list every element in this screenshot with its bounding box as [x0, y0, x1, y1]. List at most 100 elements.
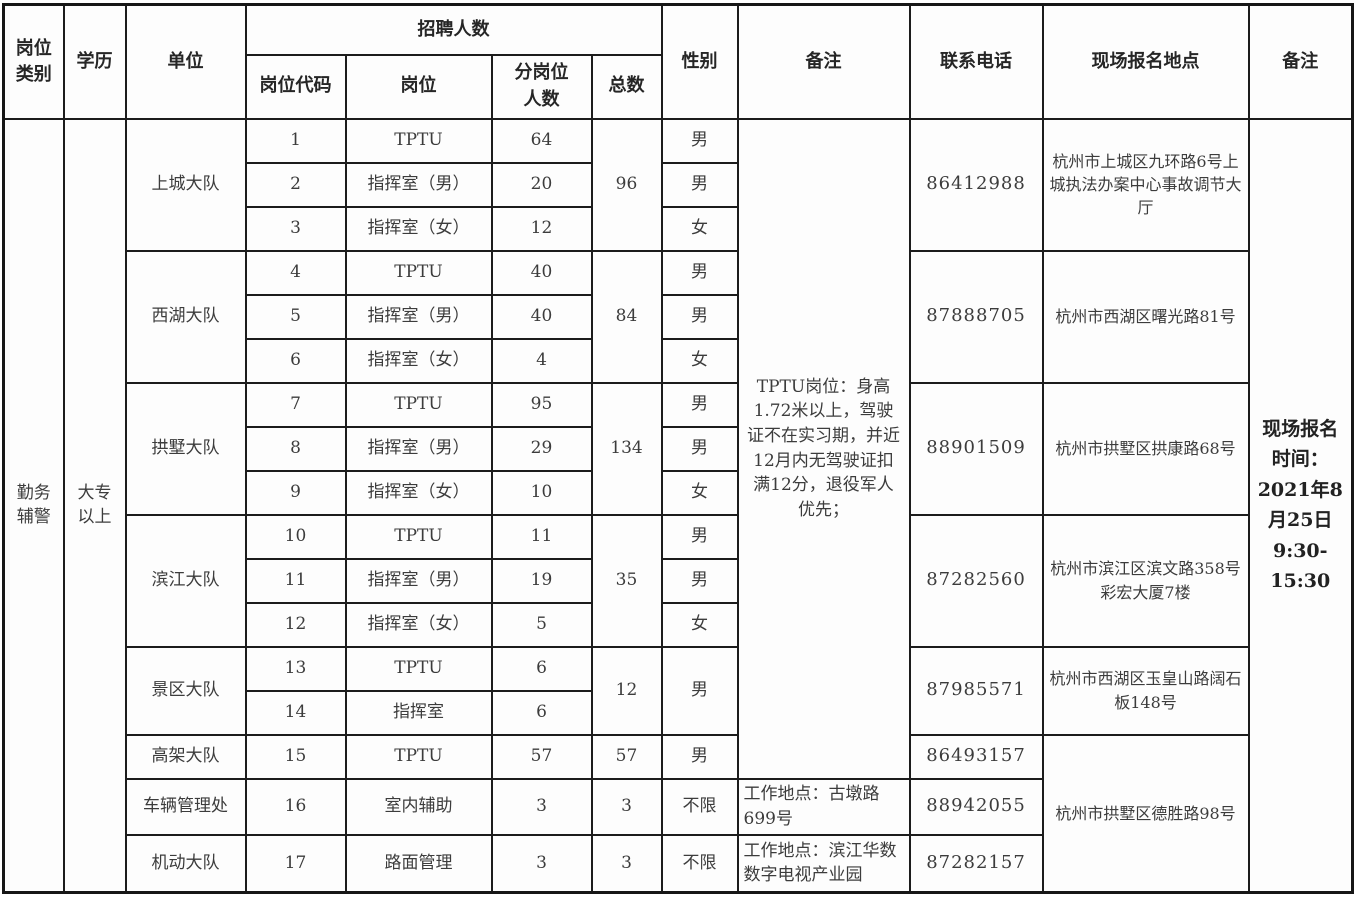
post-cell: 指挥室（男）	[344, 425, 493, 472]
post-code-cell: 1	[244, 117, 347, 164]
col-remark: 备注	[736, 3, 911, 120]
col-education: 学历	[62, 3, 127, 120]
gender-cell: 男	[660, 513, 739, 560]
post-code-cell: 4	[244, 249, 347, 296]
count-cell: 40	[490, 293, 593, 340]
address-cell: 杭州市西湖区玉皇山路阔石板148号	[1041, 645, 1250, 736]
category-cell: 勤务辅警	[2, 117, 65, 894]
table-row: 拱墅大队 7 TPTU 95 134 男 88901509 杭州市拱墅区拱康路6…	[4, 381, 1353, 516]
count-cell: 40	[490, 249, 593, 296]
unit-cell: 景区大队	[124, 645, 247, 736]
col-post-code: 岗位代码	[244, 53, 347, 120]
count-cell: 6	[490, 645, 593, 692]
col-signup-location: 现场报名地点	[1041, 3, 1250, 120]
gender-cell: 女	[660, 205, 739, 252]
post-cell: 路面管理	[344, 833, 493, 894]
total-cell: 12	[590, 645, 663, 736]
count-cell: 5	[490, 601, 593, 648]
post-cell: 室内辅助	[344, 777, 493, 836]
remark-cell: 工作地点：滨江华数数字电视产业园	[736, 833, 911, 894]
gender-cell: 男	[660, 293, 739, 340]
count-cell: 57	[490, 733, 593, 780]
gender-cell: 男	[660, 425, 739, 472]
table-row: 12 指挥室（女） 5 女	[4, 601, 1353, 648]
post-cell: 指挥室（女）	[344, 337, 493, 384]
count-cell: 6	[490, 689, 593, 736]
col-category-label: 岗位类别	[15, 37, 52, 85]
gender-cell: 不限	[660, 833, 739, 894]
post-code-cell: 13	[244, 645, 347, 692]
post-code-cell: 10	[244, 513, 347, 560]
phone-cell: 87282157	[908, 833, 1044, 894]
table-row: 景区大队 13 TPTU 6 12 男 87985571 杭州市西湖区玉皇山路阔…	[4, 645, 1353, 736]
post-cell: 指挥室（女）	[344, 205, 493, 252]
table-row: 西湖大队 4 TPTU 40 84 男 87888705 杭州市西湖区曙光路81…	[4, 249, 1353, 384]
count-cell: 95	[490, 381, 593, 428]
total-cell: 134	[590, 381, 663, 516]
col-remark2: 备注	[1247, 3, 1354, 120]
phone-cell: 87888705	[908, 249, 1044, 384]
count-cell: 11	[490, 513, 593, 560]
post-cell: 指挥室	[344, 689, 493, 736]
total-cell: 96	[590, 117, 663, 252]
post-code-cell: 3	[244, 205, 347, 252]
count-cell: 3	[490, 833, 593, 894]
table-row: 机动大队 17 路面管理 3 3 不限 工作地点：滨江华数数字电视产业园 872…	[4, 833, 1353, 894]
tptu-remark-cell: TPTU岗位：身高1.72米以上，驾驶证不在实习期，并近12月内无驾驶证扣满12…	[736, 117, 911, 780]
post-code-cell: 7	[244, 381, 347, 428]
post-cell: TPTU	[344, 645, 493, 692]
phone-cell: 87985571	[908, 645, 1044, 736]
post-cell: 指挥室（男）	[344, 161, 493, 208]
table-row: 11 指挥室（男） 19 男	[4, 557, 1353, 604]
post-code-cell: 12	[244, 601, 347, 648]
gender-cell: 男	[660, 161, 739, 208]
total-cell: 3	[590, 777, 663, 836]
phone-cell: 86493157	[908, 733, 1044, 780]
phone-cell: 88901509	[908, 381, 1044, 516]
post-cell: TPTU	[344, 381, 493, 428]
total-cell: 3	[590, 833, 663, 894]
address-cell: 杭州市拱墅区德胜路98号	[1041, 733, 1250, 894]
phone-cell: 88942055	[908, 777, 1044, 836]
gender-cell: 女	[660, 337, 739, 384]
post-cell: TPTU	[344, 249, 493, 296]
gender-cell: 不限	[660, 777, 739, 836]
post-cell: 指挥室（女）	[344, 469, 493, 516]
col-category: 岗位类别	[2, 3, 65, 120]
unit-cell: 高架大队	[124, 733, 247, 780]
unit-cell: 西湖大队	[124, 249, 247, 384]
table-row: 5 指挥室（男） 40 男	[4, 293, 1353, 340]
count-cell: 20	[490, 161, 593, 208]
table-row: 3 指挥室（女） 12 女	[4, 205, 1353, 252]
post-code-cell: 16	[244, 777, 347, 836]
gender-cell: 男	[660, 645, 739, 736]
gender-cell: 女	[660, 469, 739, 516]
table-row: 6 指挥室（女） 4 女	[4, 337, 1353, 384]
post-code-cell: 8	[244, 425, 347, 472]
education-cell: 大专以上	[62, 117, 127, 894]
gender-cell: 女	[660, 601, 739, 648]
gender-cell: 男	[660, 117, 739, 164]
table-row: 滨江大队 10 TPTU 11 35 男 87282560 杭州市滨江区滨文路3…	[4, 513, 1353, 648]
post-cell: TPTU	[344, 733, 493, 780]
count-cell: 12	[490, 205, 593, 252]
unit-cell: 车辆管理处	[124, 777, 247, 836]
post-cell: 指挥室（男）	[344, 293, 493, 340]
count-cell: 3	[490, 777, 593, 836]
total-cell: 84	[590, 249, 663, 384]
count-cell: 64	[490, 117, 593, 164]
post-code-cell: 15	[244, 733, 347, 780]
recruitment-table: 岗位类别 学历 单位 招聘人数 性别 备注 联系电话 现场报名地点 备注 岗位代…	[2, 3, 1354, 894]
post-code-cell: 17	[244, 833, 347, 894]
post-code-cell: 11	[244, 557, 347, 604]
total-cell: 35	[590, 513, 663, 648]
post-code-cell: 5	[244, 293, 347, 340]
col-per-post-count: 分岗位人数	[490, 53, 593, 120]
col-recruit-count-group: 招聘人数	[244, 3, 663, 56]
count-cell: 29	[490, 425, 593, 472]
gender-cell: 男	[660, 557, 739, 604]
address-cell: 杭州市上城区九环路6号上城执法办案中心事故调节大厅	[1041, 117, 1250, 252]
phone-cell: 86412988	[908, 117, 1044, 252]
col-post: 岗位	[344, 53, 493, 120]
